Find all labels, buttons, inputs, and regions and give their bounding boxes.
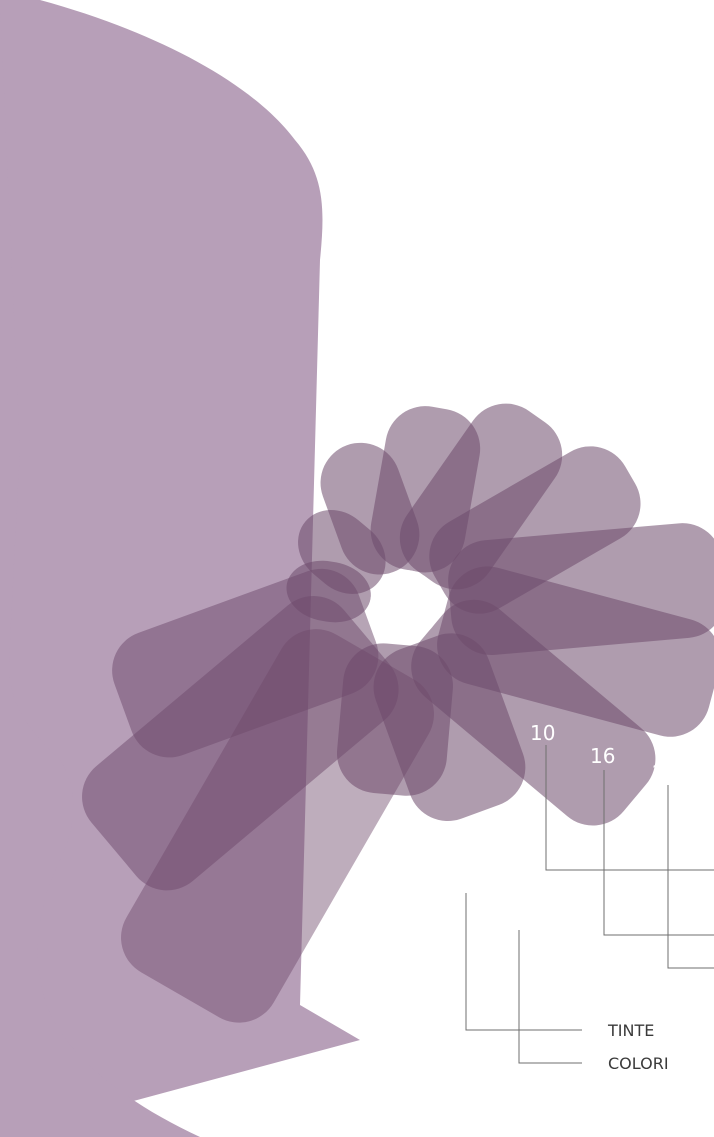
leader-lines: [465, 745, 714, 1064]
petal-spiral: [82, 403, 714, 1023]
leader-line-22: [667, 785, 714, 969]
leader-line-16: [603, 770, 714, 936]
label-colori: COLORI: [608, 1054, 669, 1073]
spiral-petal: [82, 596, 399, 891]
callout-number-28: 28: [452, 869, 477, 893]
callout-number-10: 10: [530, 721, 555, 745]
spiral-petal: [121, 629, 434, 1023]
leader-line-30: [518, 930, 582, 1064]
callout-number-22: 22: [652, 761, 677, 785]
callout-number-30: 30: [505, 905, 530, 929]
leader-line-28: [465, 893, 582, 1031]
callout-number-16: 16: [590, 744, 615, 768]
outer-petal-left-edge: [0, 0, 200, 1137]
spiral-center: [370, 570, 440, 640]
leader-line-10: [545, 745, 714, 871]
label-tinte: TINTE: [607, 1021, 654, 1040]
outer-petal: [0, 0, 360, 1137]
